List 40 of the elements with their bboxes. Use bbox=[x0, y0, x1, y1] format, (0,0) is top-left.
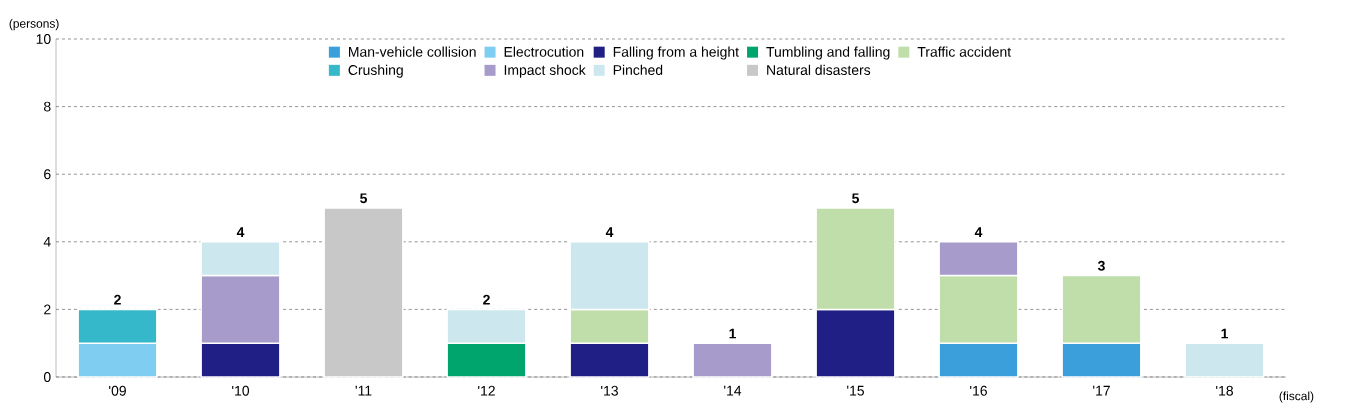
x-tick-label: '09 bbox=[109, 385, 126, 396]
legend-label: Natural disasters bbox=[767, 64, 871, 75]
x-tick-label: '17 bbox=[1093, 385, 1110, 396]
bar bbox=[692, 342, 773, 378]
y-tick-label: 6 bbox=[44, 169, 51, 180]
total-label: 4 bbox=[236, 227, 245, 237]
total-label: 4 bbox=[974, 227, 983, 237]
x-tick-label: '16 bbox=[970, 385, 987, 396]
y-tick-label: 10 bbox=[36, 34, 51, 44]
x-tick-label: '10 bbox=[232, 385, 250, 396]
y-tick-label: 4 bbox=[43, 237, 51, 247]
y-tick-label: 8 bbox=[44, 101, 51, 112]
bar bbox=[1184, 342, 1265, 378]
total-label: 1 bbox=[1221, 328, 1228, 339]
y-axis-title: (persons) bbox=[9, 19, 59, 31]
x-tick-label: '13 bbox=[601, 385, 618, 396]
total-label: 2 bbox=[483, 294, 490, 305]
x-tick-label: '12 bbox=[478, 385, 495, 396]
legend-label: Crushing bbox=[348, 64, 403, 78]
legend-label: Electrocution bbox=[504, 46, 584, 57]
legend-label: Pinched bbox=[613, 64, 663, 75]
x-tick-label: '15 bbox=[847, 385, 864, 396]
total-label: 2 bbox=[114, 294, 121, 305]
total-label: 3 bbox=[1097, 260, 1105, 271]
x-tick-label: '18 bbox=[1216, 385, 1233, 396]
bar bbox=[323, 207, 404, 378]
legend-label: Falling from a height bbox=[613, 46, 739, 60]
x-tick-label: '14 bbox=[724, 385, 742, 396]
total-label: 5 bbox=[852, 193, 859, 204]
x-axis-title: (fiscal) bbox=[1279, 391, 1314, 403]
y-tick-label: 0 bbox=[43, 372, 51, 382]
legend-label: Tumbling and falling bbox=[766, 46, 890, 60]
legend-label: Man-vehicle collision bbox=[349, 46, 476, 57]
y-tick-label: 2 bbox=[44, 304, 51, 315]
total-label: 5 bbox=[360, 193, 367, 204]
legend-label: Traffic accident bbox=[917, 46, 1012, 57]
total-label: 1 bbox=[729, 328, 736, 339]
legend-label: Impact shock bbox=[504, 64, 586, 78]
x-tick-label: '11 bbox=[355, 385, 372, 396]
total-label: 4 bbox=[605, 227, 614, 237]
